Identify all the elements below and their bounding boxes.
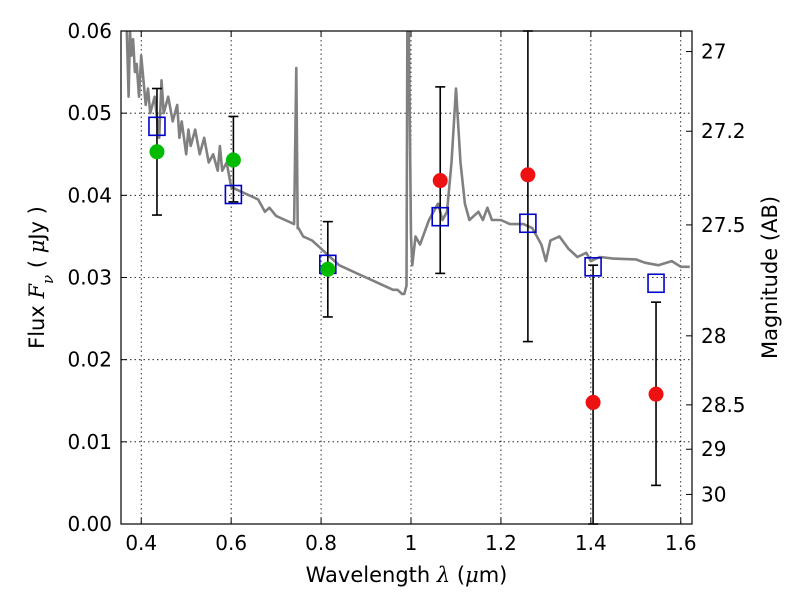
observed-point-green: [225, 152, 241, 168]
y-axis-ticks: 0.00 0.01 0.02 0.03 0.04 0.05 0.06: [67, 19, 127, 536]
y-axis-title: Flux Fν ( μJy ): [25, 206, 57, 349]
model-square: [431, 206, 450, 227]
x-tick-label: 1: [405, 531, 418, 555]
observed-point-red: [648, 386, 664, 402]
x-tick-label: 0.8: [305, 531, 337, 555]
x-tick-label: 0.4: [125, 531, 157, 555]
y2-tick-label: 29: [701, 437, 726, 461]
x-axis-title: Wavelength λ (μm): [306, 563, 508, 587]
observed-point-red: [520, 167, 536, 183]
model-square: [519, 213, 537, 234]
x-tick-label: 0.6: [215, 531, 247, 555]
model-square: [148, 116, 166, 137]
y-tick-label: 0.02: [67, 348, 112, 372]
model-square: [647, 273, 665, 294]
observed-point-red: [432, 173, 448, 189]
x-tick-label: 1.6: [665, 531, 697, 555]
y-tick-label: 0.06: [67, 19, 112, 43]
y-tick-label: 0.04: [67, 183, 112, 207]
x-axis-ticks: 0.4 0.6 0.8 1 1.2 1.4 1.6: [125, 31, 697, 555]
model-square: [224, 184, 243, 205]
y2-tick-label: 30: [701, 482, 726, 506]
template-spectrum-layer: [125, 31, 690, 296]
observed-point-green: [320, 261, 336, 277]
observed-point-red: [585, 394, 601, 410]
y2-tick-label: 27: [701, 40, 726, 64]
y2-tick-label: 27.5: [701, 213, 746, 237]
y-tick-label: 0.00: [67, 512, 112, 536]
y2-tick-label: 28: [701, 324, 726, 348]
template-spectrum-line: [125, 31, 690, 296]
y2-tick-label: 28.5: [701, 393, 746, 417]
model-square: [584, 257, 602, 277]
data-marks-layer: [148, 30, 665, 525]
y-tick-label: 0.05: [67, 101, 112, 125]
x-tick-label: 1.4: [575, 531, 607, 555]
y-tick-label: 0.03: [67, 266, 112, 290]
y2-axis-ticks: 27 27.2 27.5 28 28.5 29 30: [686, 40, 746, 506]
y2-axis-title: Magnitude (AB): [758, 196, 782, 359]
observed-point-green: [149, 144, 165, 160]
x-tick-label: 1.2: [485, 531, 517, 555]
y2-tick-label: 27.2: [701, 119, 746, 143]
y-tick-label: 0.01: [67, 430, 112, 454]
